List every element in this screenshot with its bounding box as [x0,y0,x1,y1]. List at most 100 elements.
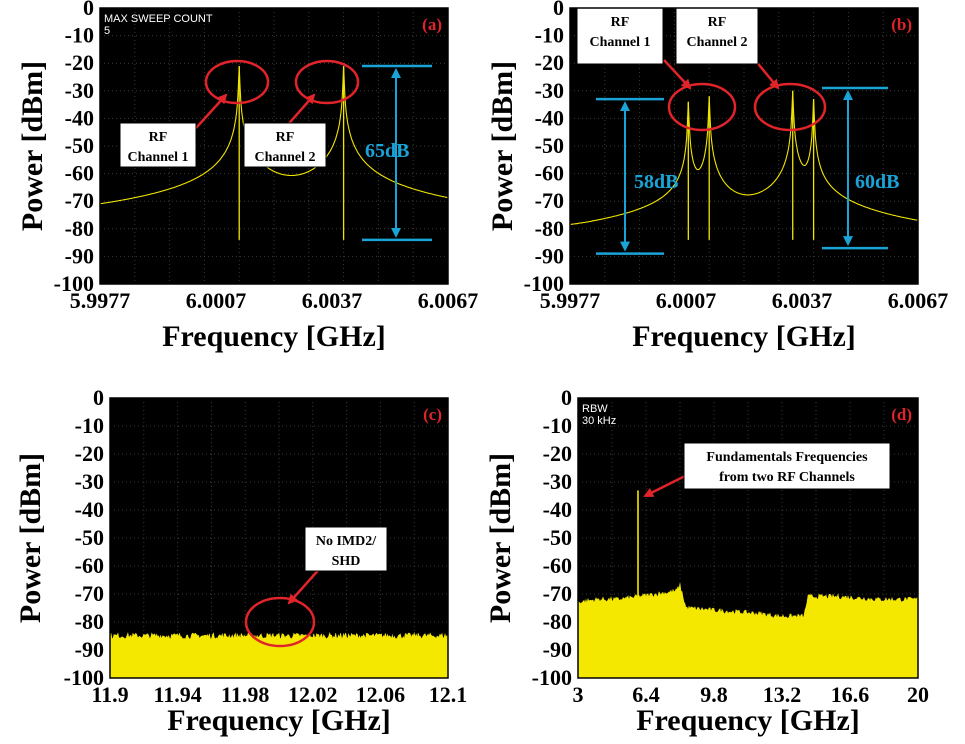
y-tick-label: -30 [75,469,104,494]
y-axis-label: Power [dBm] [484,453,517,623]
callout-text: No IMD2/ [316,534,377,549]
x-axis-label: Frequency [GHz] [162,320,386,353]
spectrum-area [577,583,919,679]
callout-box [243,122,327,168]
y-tick-label: -60 [65,161,94,186]
y-tick-label: -50 [75,525,104,550]
callout-box [576,7,664,65]
highlight-ellipse [753,82,827,132]
y-tick-label: -90 [65,243,94,268]
y-tick-label: -40 [535,105,564,130]
y-tick-label: -50 [543,525,572,550]
y-axis-label: Power [dBm] [16,61,49,231]
instrument-readout: 5 [104,25,110,37]
x-tick-label: 5.9977 [540,288,601,313]
y-tick-label: -10 [535,23,564,48]
y-tick-label: -70 [535,188,564,213]
highlight-ellipse [204,59,270,105]
y-tick-label: -100 [524,271,564,296]
callout-text: RF [276,130,295,145]
callout-arrow [195,93,228,129]
y-tick-label: -90 [543,637,572,662]
panel-label: (b) [891,15,912,34]
x-tick-label: 6.0007 [186,288,247,313]
panel-label: (d) [891,405,912,424]
highlight-ellipse [244,596,316,648]
y-tick-label: -40 [543,497,572,522]
dimension-label: 65dB [365,140,409,162]
y-tick-label: -100 [64,665,104,690]
y-tick-label: -80 [543,609,572,634]
callout-box [304,526,388,572]
spectrum-trace [99,65,449,205]
y-tick-label: -10 [65,23,94,48]
y-tick-label: 0 [561,385,572,410]
y-tick-label: 0 [83,0,94,20]
x-tick-label: 3 [573,682,584,707]
instrument-readout: 30 kHz [582,415,616,427]
x-tick-label: 6.0037 [302,288,363,313]
x-tick-label: 5.9977 [70,288,131,313]
y-tick-label: 0 [93,385,104,410]
y-tick-label: -40 [65,105,94,130]
x-tick-label: 12.02 [288,682,338,707]
x-tick-label: 9.8 [700,682,728,707]
y-tick-label: -100 [54,271,94,296]
instrument-readout: RBW [582,403,608,415]
x-tick-label: 11.94 [153,682,201,707]
panel-label: (a) [422,15,442,34]
y-axis-label: Power [dBm] [486,61,519,231]
highlight-ellipse [667,82,737,132]
x-tick-label: 16.6 [831,682,870,707]
y-tick-label: -50 [535,133,564,158]
callout-text: from two RF Channels [719,470,855,485]
x-tick-label: 13.2 [763,682,802,707]
callout-text: Channel 2 [254,150,315,165]
callout-text: SHD [332,554,361,569]
panel-label: (c) [423,405,442,424]
y-tick-label: -30 [535,78,564,103]
callout-text: RF [611,15,630,30]
y-tick-label: -40 [75,497,104,522]
plot-frame [569,7,919,285]
callout-text: Channel 1 [589,35,650,50]
y-tick-label: -80 [65,216,94,241]
x-tick-label: 6.0067 [888,288,949,313]
callout-text: Channel 1 [127,150,188,165]
y-tick-label: -30 [65,78,94,103]
y-tick-label: -60 [535,161,564,186]
y-tick-label: -60 [75,553,104,578]
y-axis-label: Power [dBm] [14,453,47,623]
y-tick-label: -50 [65,133,94,158]
y-tick-label: -90 [75,637,104,662]
spectrum-area [109,631,449,679]
y-tick-label: -20 [535,50,564,75]
dimension-label: 58dB [634,171,678,193]
y-tick-label: -80 [535,216,564,241]
x-tick-label: 6.4 [632,682,660,707]
y-tick-label: -10 [75,413,104,438]
y-tick-label: -70 [65,188,94,213]
y-tick-label: -70 [543,581,572,606]
x-axis-label: Frequency [GHz] [167,704,391,737]
callout-text: Fundamentals Frequencies [706,450,868,465]
callout-arrow [663,59,692,90]
plot-frame [109,397,449,679]
callout-text: RF [149,130,168,145]
y-tick-label: -80 [75,609,104,634]
dimension-label: 60dB [855,171,899,193]
x-tick-label: 12.06 [356,682,406,707]
y-tick-label: -70 [75,581,104,606]
y-tick-label: -90 [535,243,564,268]
plot-frame [99,7,449,285]
x-tick-label: 11.98 [221,682,269,707]
y-tick-label: -60 [543,553,572,578]
y-tick-label: -10 [543,413,572,438]
y-tick-label: -100 [532,665,572,690]
plot-frame [577,397,919,679]
y-tick-label: -30 [543,469,572,494]
